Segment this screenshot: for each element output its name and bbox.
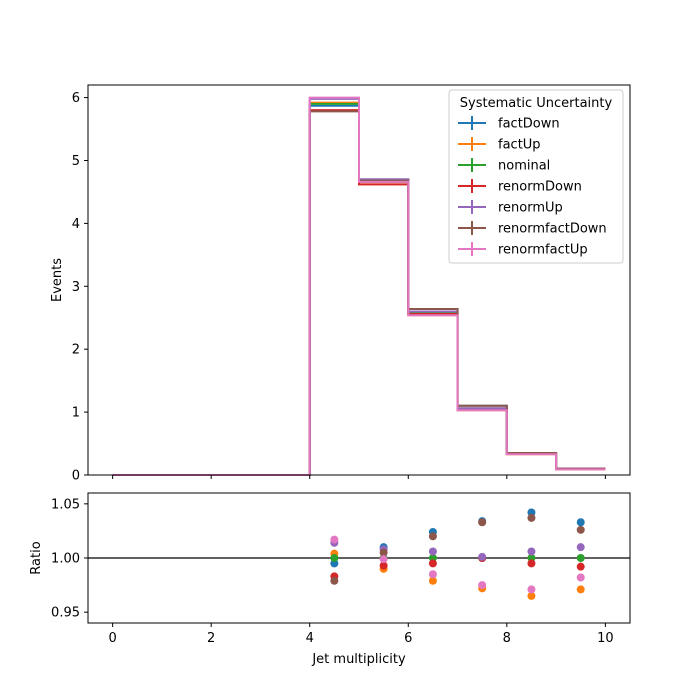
ratio-point [576,562,585,571]
main-panel: 0 1 2 3 4 5 6 Events [50,84,631,484]
ratio-x-tick-label: 4 [306,631,314,646]
ratio-point [428,547,437,556]
ratio-point [576,525,585,534]
ratio-y-tick-label: 0.95 [51,606,80,621]
main-y-tick-label: 3 [72,280,80,295]
ratio-point [428,532,437,541]
legend-title: Systematic Uncertainty [460,96,613,111]
ratio-point [478,552,487,561]
legend-label: renormUp [498,201,563,216]
legend-label: factUp [498,138,541,153]
ratio-point [527,547,536,556]
legend-label: factDown [498,117,560,132]
ratio-point [428,570,437,579]
ratio-point [379,555,388,564]
legend-label: nominal [498,159,550,174]
ratio-panel: 0 2 4 6 8 10 0.95 1.00 1.05 Ratio Jet multiplicity [29,492,631,667]
ratio-point [527,513,536,522]
legend-entry-renormfactDown: renormfactDown [458,221,607,237]
ratio-series-renormfactDown [330,513,585,585]
main-y-tick-label: 0 [72,469,80,484]
main-y-tick-label: 1 [72,406,80,421]
main-y-tick-label: 5 [72,154,80,169]
legend-box [448,89,624,264]
legend-label: renormDown [498,180,582,195]
main-axes-frame [87,84,631,476]
legend-label: renormfactDown [498,222,607,237]
ratio-x-tick-label: 2 [207,631,215,646]
x-axis-label: Jet multiplicity [311,652,406,667]
ratio-x-tick-label: 8 [503,631,511,646]
ratio-x-tick-label: 10 [597,631,614,646]
ratio-point [330,535,339,544]
main-y-tick-label: 2 [72,343,80,358]
ratio-y-axis-label: Ratio [29,541,44,574]
ratio-point [379,561,388,570]
ratio-point [576,518,585,527]
ratio-point [527,591,536,600]
ratio-point [576,585,585,594]
ratio-point [527,585,536,594]
main-y-axis-label: Events [50,258,65,302]
ratio-point [576,554,585,562]
ratio-series-factUp [330,549,585,600]
ratio-point [478,581,487,590]
legend-entry-renormUp: renormUp [458,200,563,216]
legend-entry-renormDown: renormDown [458,179,582,195]
legend-entry-factDown: factDown [458,116,560,132]
ratio-point [379,548,388,557]
legend-label: renormfactUp [498,243,588,258]
ratio-y-tick-label: 1.00 [51,552,80,567]
ratio-point [478,518,487,527]
ratio-point [576,573,585,582]
ratio-x-tick-label: 0 [108,631,116,646]
legend-entry-renormfactUp: renormfactUp [458,242,588,258]
legend: Systematic Uncertainty factDown factUp nomi… [448,89,624,264]
ratio-x-tick-label: 6 [404,631,412,646]
ratio-point [576,543,585,552]
legend-entry-factUp: factUp [458,137,541,153]
ratio-point [428,559,437,568]
ratio-y-tick-label: 1.05 [51,497,80,512]
ratio-point [428,576,437,585]
ratio-point [330,554,339,562]
main-y-tick-label: 4 [72,217,80,232]
legend-entry-nominal: nominal [458,158,550,174]
main-y-tick-label: 6 [72,91,80,106]
ratio-point [527,559,536,568]
ratio-series-renormfactUp [330,535,585,594]
ratio-point [330,576,339,585]
